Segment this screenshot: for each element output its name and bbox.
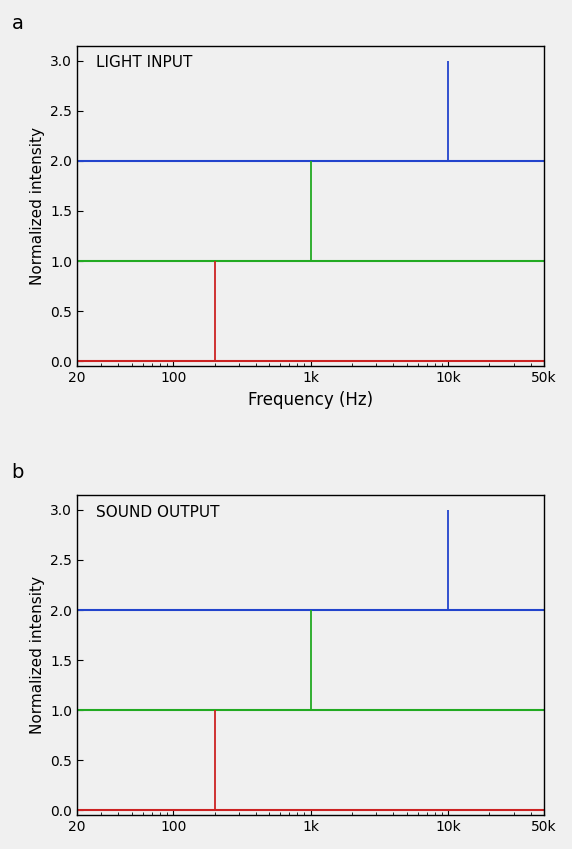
- X-axis label: Frequency (Hz): Frequency (Hz): [248, 391, 373, 408]
- Y-axis label: Normalized intensity: Normalized intensity: [30, 576, 45, 734]
- Y-axis label: Normalized intensity: Normalized intensity: [30, 127, 45, 285]
- Text: SOUND OUTPUT: SOUND OUTPUT: [96, 504, 219, 520]
- Text: a: a: [11, 14, 23, 33]
- Text: LIGHT INPUT: LIGHT INPUT: [96, 55, 192, 70]
- Text: b: b: [11, 464, 24, 482]
